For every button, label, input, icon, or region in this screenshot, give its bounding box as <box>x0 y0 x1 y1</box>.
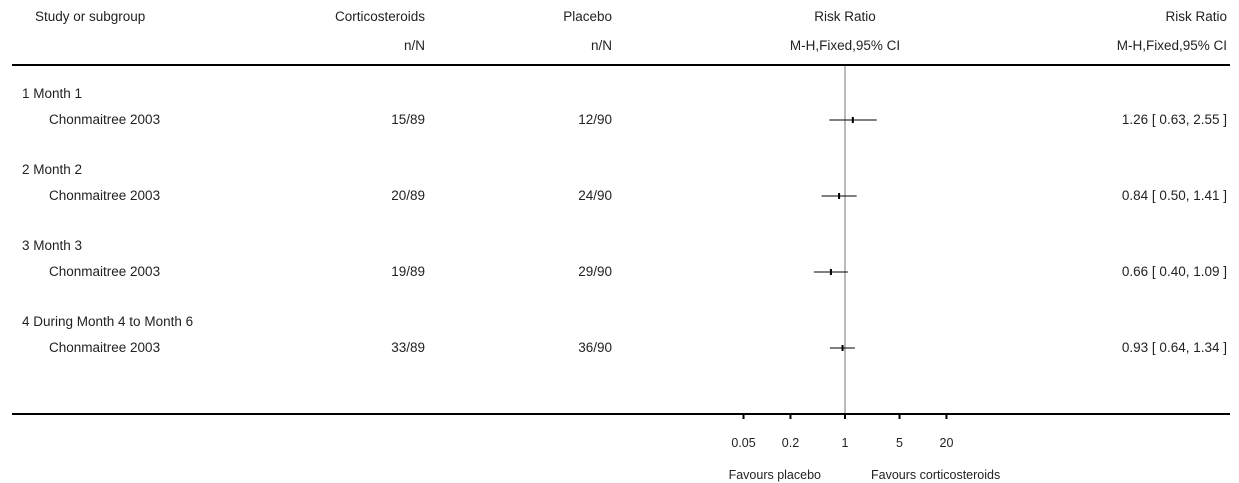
subgroup-label: 2 Month 2 <box>22 162 83 177</box>
header-study-label: Study or subgroup <box>35 9 146 24</box>
axis-tick-label: 0.05 <box>731 436 755 450</box>
footer-divider <box>12 413 1230 415</box>
events-placebo: 36/90 <box>578 340 612 355</box>
events-placebo: 29/90 <box>578 264 612 279</box>
point-estimate <box>829 269 832 275</box>
study-name: Chonmaitree 2003 <box>49 112 161 127</box>
subgroup-label: 3 Month 3 <box>22 238 83 253</box>
header-result-method: M-H,Fixed,95% CI <box>1116 38 1227 53</box>
header-n-label-2: n/N <box>590 38 612 53</box>
risk-ratio-ci: 0.93 [ 0.64, 1.34 ] <box>1121 340 1227 355</box>
axis-tick-label: 5 <box>896 436 903 450</box>
events-corticosteroids: 15/89 <box>391 112 425 127</box>
subgroup-label: 4 During Month 4 to Month 6 <box>22 314 194 329</box>
point-estimate <box>851 117 854 123</box>
point-estimate <box>841 345 844 351</box>
events-corticosteroids: 33/89 <box>391 340 425 355</box>
events-placebo: 12/90 <box>578 112 612 127</box>
header-plot-title: Risk Ratio <box>814 9 876 24</box>
favours-left-label: Favours placebo <box>729 468 821 482</box>
header-n-label-1: n/N <box>403 38 425 53</box>
events-placebo: 24/90 <box>578 188 612 203</box>
subgroup-label: 1 Month 1 <box>22 86 83 101</box>
risk-ratio-ci: 0.66 [ 0.40, 1.09 ] <box>1121 264 1227 279</box>
events-corticosteroids: 20/89 <box>391 188 425 203</box>
header-result-title: Risk Ratio <box>1165 9 1227 24</box>
header-plot-method: M-H,Fixed,95% CI <box>789 38 901 53</box>
study-name: Chonmaitree 2003 <box>49 264 161 279</box>
risk-ratio-ci: 1.26 [ 0.63, 2.55 ] <box>1121 112 1227 127</box>
axis-tick-label: 20 <box>940 436 954 450</box>
axis-tick-label: 0.2 <box>782 436 799 450</box>
favours-right-label: Favours corticosteroids <box>871 468 1000 482</box>
point-estimate <box>838 193 841 199</box>
axis-tick-label: 1 <box>842 436 849 450</box>
study-name: Chonmaitree 2003 <box>49 340 161 355</box>
header-group2: Placebo <box>563 9 612 24</box>
events-corticosteroids: 19/89 <box>391 264 425 279</box>
header-group1: Corticosteroids <box>334 9 425 24</box>
header-divider <box>12 64 1230 66</box>
risk-ratio-ci: 0.84 [ 0.50, 1.41 ] <box>1121 188 1227 203</box>
study-name: Chonmaitree 2003 <box>49 188 161 203</box>
